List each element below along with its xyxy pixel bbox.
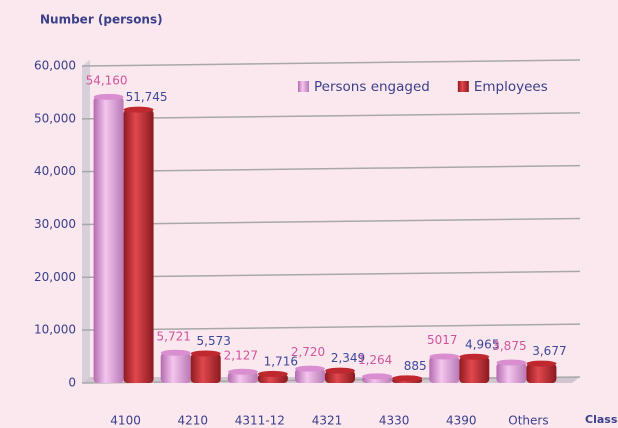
y-tick-label: 40,000 xyxy=(34,164,76,178)
legend-label: Employees xyxy=(474,79,548,95)
y-axis-title: Number (persons) xyxy=(40,13,163,27)
grid-line xyxy=(81,112,581,120)
value-label: 885 xyxy=(404,359,427,373)
y-tick-label: 0 xyxy=(68,376,76,390)
value-label: 54,160 xyxy=(86,73,128,87)
bar xyxy=(190,353,221,383)
grid-line xyxy=(81,323,581,331)
y-tick-label: 60,000 xyxy=(34,59,76,73)
bar-top xyxy=(459,353,490,360)
x-tick-label: 4390 xyxy=(446,414,477,428)
bar xyxy=(526,363,557,383)
grid-line xyxy=(81,270,581,279)
y-tick-label: 30,000 xyxy=(34,217,76,231)
bar-top xyxy=(362,373,393,380)
x-tick-label: 4311-12 xyxy=(235,414,285,428)
value-label: 3,875 xyxy=(492,339,526,353)
legend-label: Persons engaged xyxy=(314,79,430,95)
value-label: 2,349 xyxy=(331,351,365,365)
bar-top xyxy=(526,360,557,367)
bar-top xyxy=(295,365,325,372)
value-label: 51,745 xyxy=(126,90,168,104)
bar-top xyxy=(227,368,258,375)
x-axis-title: Class xyxy=(585,413,618,426)
bar-top xyxy=(429,353,460,360)
bar xyxy=(496,362,527,383)
x-tick-label: Others xyxy=(508,414,548,428)
bar xyxy=(227,371,258,383)
bar-top xyxy=(190,350,221,357)
value-label: 5,721 xyxy=(157,329,191,343)
value-label: 1,264 xyxy=(358,353,392,367)
bar-top xyxy=(257,370,288,377)
legend-swatch xyxy=(457,81,469,92)
bar xyxy=(160,352,191,383)
bar xyxy=(123,109,154,383)
bar xyxy=(295,368,325,383)
value-label: 1,716 xyxy=(264,354,298,368)
value-label: 5017 xyxy=(427,333,458,347)
y-tick-label: 20,000 xyxy=(34,270,76,284)
bar xyxy=(93,96,124,383)
x-tick-label: 4210 xyxy=(177,414,208,428)
bar xyxy=(325,370,355,383)
value-label: 2,720 xyxy=(291,345,325,359)
bar-top xyxy=(392,375,423,382)
bar-top xyxy=(93,93,124,100)
x-tick-label: 4330 xyxy=(379,414,410,428)
bar-top xyxy=(160,349,191,356)
x-tick-label: 4321 xyxy=(312,414,343,428)
value-label: 4,965 xyxy=(465,337,499,351)
bar-top xyxy=(496,359,527,366)
x-tick-label: 4100 xyxy=(110,414,141,428)
value-label: 3,677 xyxy=(532,344,566,358)
axis-wall xyxy=(82,60,90,383)
y-tick-label: 50,000 xyxy=(34,111,76,125)
grid-line xyxy=(81,59,581,67)
value-label: 2,127 xyxy=(224,348,258,362)
grid-line xyxy=(81,164,581,173)
y-tick-label: 10,000 xyxy=(34,323,76,337)
bar xyxy=(429,356,460,383)
grid-line xyxy=(81,217,581,226)
value-label: 5,573 xyxy=(197,334,231,348)
bar-top xyxy=(325,367,355,374)
bar xyxy=(459,356,490,383)
legend-swatch xyxy=(298,81,309,92)
bar-top xyxy=(123,106,154,113)
